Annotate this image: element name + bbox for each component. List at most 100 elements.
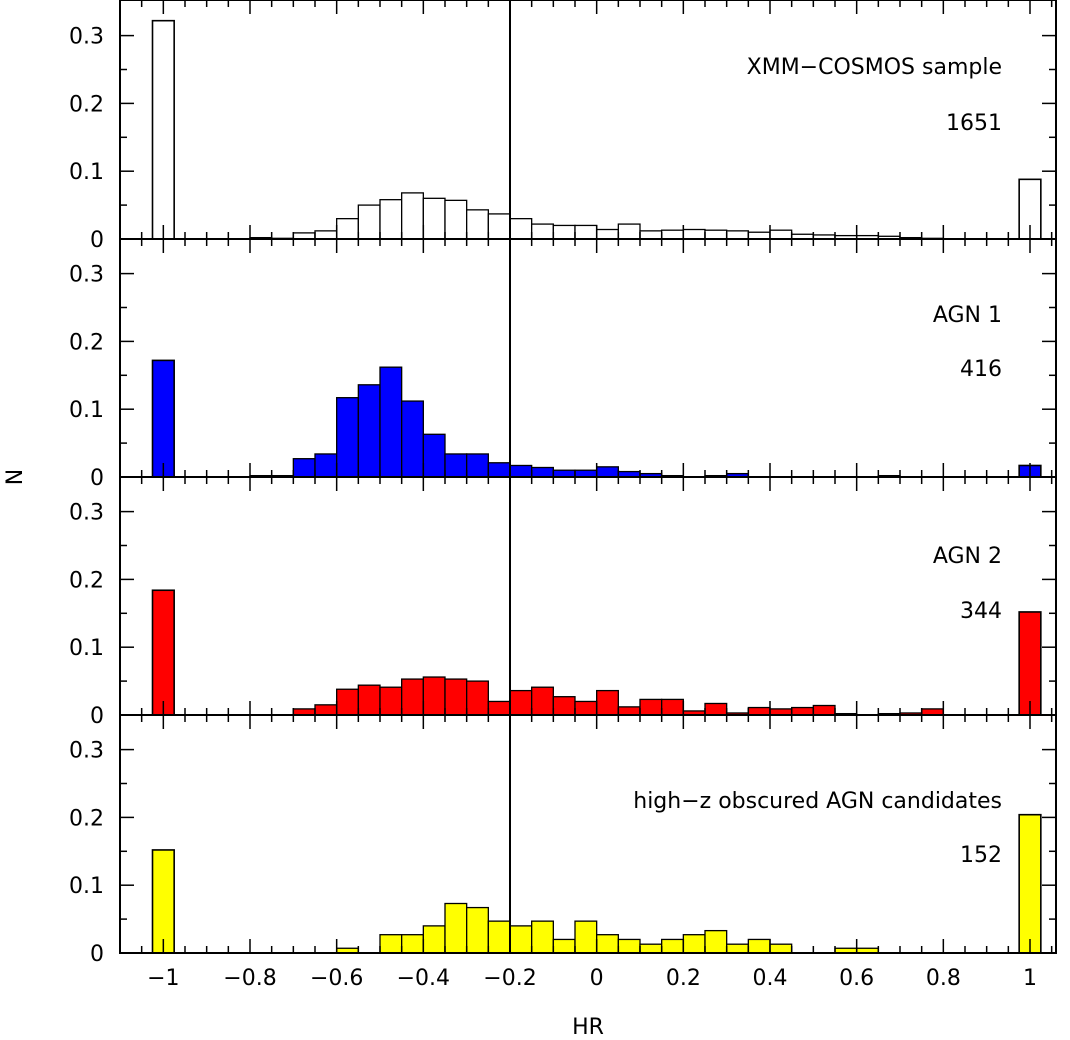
y-tick-label: 0 — [90, 466, 104, 491]
histogram-bar — [531, 686, 554, 716]
histogram-bar — [661, 938, 684, 954]
histogram-bar — [726, 943, 749, 954]
x-tick-label: −0.8 — [223, 966, 276, 991]
histogram-bar — [422, 197, 446, 240]
panel-count: 152 — [960, 843, 1002, 868]
panel-frame — [119, 0, 1057, 240]
panel-title: XMM−COSMOS sample — [747, 55, 1002, 80]
panel-title: high−z obscured AGN candidates — [633, 789, 1002, 814]
y-tick-label: 0.3 — [69, 501, 104, 526]
panel-title: AGN 2 — [933, 544, 1002, 569]
histogram-bar — [552, 224, 576, 240]
histogram-bar — [639, 230, 663, 240]
panel-count: 416 — [960, 357, 1002, 382]
histogram-bar — [401, 192, 424, 240]
y-tick-label: 0.2 — [69, 330, 104, 355]
histogram-bar — [336, 218, 359, 240]
y-axis-title: N — [3, 469, 28, 485]
histogram-bar — [422, 676, 446, 716]
histogram-bar — [444, 453, 468, 478]
x-axis-layer: −1 −0.8 −0.6 −0.4 −0.2 0 0.2 0.4 0.6 0.8 1 — [147, 966, 1037, 991]
x-tick-label: −0.2 — [483, 966, 536, 991]
histogram-bar — [487, 462, 511, 478]
x-tick-label: 0 — [590, 966, 604, 991]
histogram-bar — [509, 689, 533, 716]
histogram-bar — [639, 698, 663, 716]
histogram-bar — [769, 943, 793, 954]
x-tick-label: −1 — [147, 966, 179, 991]
histogram-bar — [487, 213, 511, 240]
histogram-bar — [422, 433, 446, 478]
histogram-bar — [596, 228, 619, 240]
histogram-bar — [812, 704, 836, 716]
histogram-bar — [379, 366, 403, 478]
histogram-bar — [617, 706, 641, 716]
histogram-bar — [747, 938, 771, 954]
panel-3: 0 0.1 0.2 0.3 AGN 2 344 — [69, 476, 1057, 729]
histogram-bar — [574, 700, 598, 716]
x-tick-label: −0.6 — [310, 966, 363, 991]
histogram-bar — [552, 938, 576, 954]
panel-frame — [119, 476, 1057, 716]
histogram-bar — [357, 204, 381, 240]
x-tick-label: 0.8 — [926, 966, 961, 991]
y-tick-label: 0.1 — [69, 874, 104, 899]
y-tick-label: 0.1 — [69, 160, 104, 185]
histogram-bar — [336, 397, 359, 478]
y-tick-label: 0.2 — [69, 568, 104, 593]
histogram-bar — [314, 704, 338, 716]
histogram-bar — [661, 229, 684, 240]
histogram-bar — [357, 384, 381, 478]
histogram-bar — [292, 458, 316, 478]
histogram-bar — [682, 934, 706, 954]
x-tick-label: 0.4 — [753, 966, 788, 991]
histogram-bar — [444, 902, 468, 954]
panel-1: 0 0.1 0.2 0.3 XMM−COSMOS sample 1651 — [69, 0, 1057, 253]
histogram-bar — [509, 925, 533, 954]
histogram-bar — [466, 680, 489, 716]
histogram-bar — [357, 684, 381, 716]
histogram-bar — [596, 934, 619, 954]
histogram-bar — [379, 686, 403, 716]
y-tick-label: 0.3 — [69, 25, 104, 50]
histogram-edge-bar — [151, 19, 175, 240]
histogram-bar — [769, 229, 793, 240]
histogram-bar — [509, 218, 533, 240]
histogram-bar — [401, 678, 424, 716]
histogram-bar — [682, 228, 706, 240]
panel-4: 0 0.1 0.2 0.3 high−z obscured AGN candidates… — [69, 714, 1057, 967]
y-tick-label: 0.3 — [69, 739, 104, 764]
histogram-bar — [661, 698, 684, 716]
histogram-bar — [466, 209, 489, 240]
histogram-bar — [531, 920, 554, 954]
histogram-bar — [487, 920, 511, 954]
panels-layer: 0 0.1 0.2 0.3 XMM−COSMOS sample 1651 0 0.1 0.2 0.… — [69, 0, 1057, 967]
histogram-bar — [379, 934, 403, 954]
y-tick-label: 0 — [90, 942, 104, 967]
panel-frame — [119, 714, 1057, 954]
panel-frame — [119, 238, 1057, 478]
histogram-bar — [509, 464, 533, 478]
histogram-edge-bar — [1018, 611, 1042, 716]
histogram-bar — [704, 702, 728, 716]
histogram-bar — [401, 934, 424, 954]
histogram-edge-bar — [151, 589, 175, 716]
panel-count: 1651 — [946, 111, 1002, 136]
histogram-bar — [552, 469, 576, 478]
histogram-bar — [639, 943, 663, 954]
histogram-bar — [336, 688, 359, 716]
y-tick-label: 0 — [90, 228, 104, 253]
histogram-bar — [422, 925, 446, 954]
y-tick-label: 0.3 — [69, 263, 104, 288]
histogram-bar — [747, 706, 771, 716]
y-tick-label: 0 — [90, 704, 104, 729]
histogram-bar — [314, 230, 338, 240]
y-tick-label: 0.1 — [69, 398, 104, 423]
histogram-bar — [314, 453, 338, 478]
y-tick-label: 0.2 — [69, 806, 104, 831]
panel-title: AGN 1 — [933, 303, 1002, 328]
histogram-edge-bar — [151, 849, 175, 954]
histogram-bar — [379, 199, 403, 240]
histogram-bar — [596, 466, 619, 478]
